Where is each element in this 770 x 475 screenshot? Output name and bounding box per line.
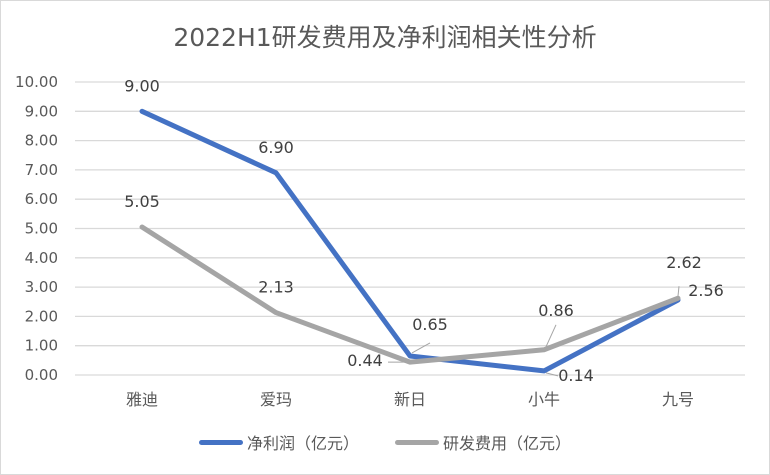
- y-tick-label: 10.00: [15, 73, 58, 91]
- x-tick-label: 雅迪: [126, 390, 158, 409]
- data-label: 2.56: [688, 281, 724, 300]
- legend-label-rd-expense: 研发费用（亿元）: [443, 434, 572, 453]
- chart-title: 2022H1研发费用及净利润相关性分析: [173, 23, 597, 52]
- x-tick-label: 新日: [394, 390, 426, 409]
- y-tick-label: 0.00: [25, 366, 58, 384]
- data-label: 0.65: [412, 315, 448, 334]
- data-label: 0.86: [538, 301, 574, 320]
- leader-line: [545, 372, 559, 377]
- leader-line: [411, 342, 431, 354]
- rd-expense-line: [139, 224, 681, 365]
- data-label: 2.62: [666, 253, 702, 272]
- y-tick-label: 7.00: [25, 161, 58, 179]
- y-tick-label: 6.00: [25, 190, 58, 208]
- y-tick-label: 8.00: [25, 132, 58, 150]
- y-tick-label: 2.00: [25, 307, 58, 325]
- y-tick-label: 4.00: [25, 249, 58, 267]
- data-label: 5.05: [124, 192, 160, 211]
- data-label: 9.00: [124, 76, 160, 95]
- data-label: 6.90: [258, 138, 294, 157]
- y-tick-label: 1.00: [25, 337, 58, 355]
- data-label: 0.44: [347, 351, 383, 370]
- data-label: 2.13: [258, 278, 294, 297]
- leader-line: [677, 286, 680, 297]
- net-profit-swatch-icon: [198, 439, 243, 445]
- rd-expense-swatch-icon: [395, 439, 439, 445]
- legend-item-net-profit: 净利润（亿元）: [198, 430, 359, 454]
- legend-item-rd-expense: 研发费用（亿元）: [395, 430, 571, 454]
- net-profit-line: [139, 108, 681, 374]
- legend: 净利润（亿元） 研发费用（亿元）: [0, 430, 770, 454]
- x-tick-label: 爱玛: [260, 390, 292, 409]
- leader-line: [545, 324, 557, 348]
- y-tick-label: 9.00: [25, 102, 58, 120]
- y-tick-label: 5.00: [25, 220, 58, 238]
- y-tick-label: 3.00: [25, 278, 58, 296]
- x-tick-label: 九号: [662, 390, 694, 409]
- data-label: 0.14: [558, 366, 594, 385]
- x-tick-label: 小牛: [528, 390, 560, 409]
- legend-label-net-profit: 净利润（亿元）: [246, 434, 359, 453]
